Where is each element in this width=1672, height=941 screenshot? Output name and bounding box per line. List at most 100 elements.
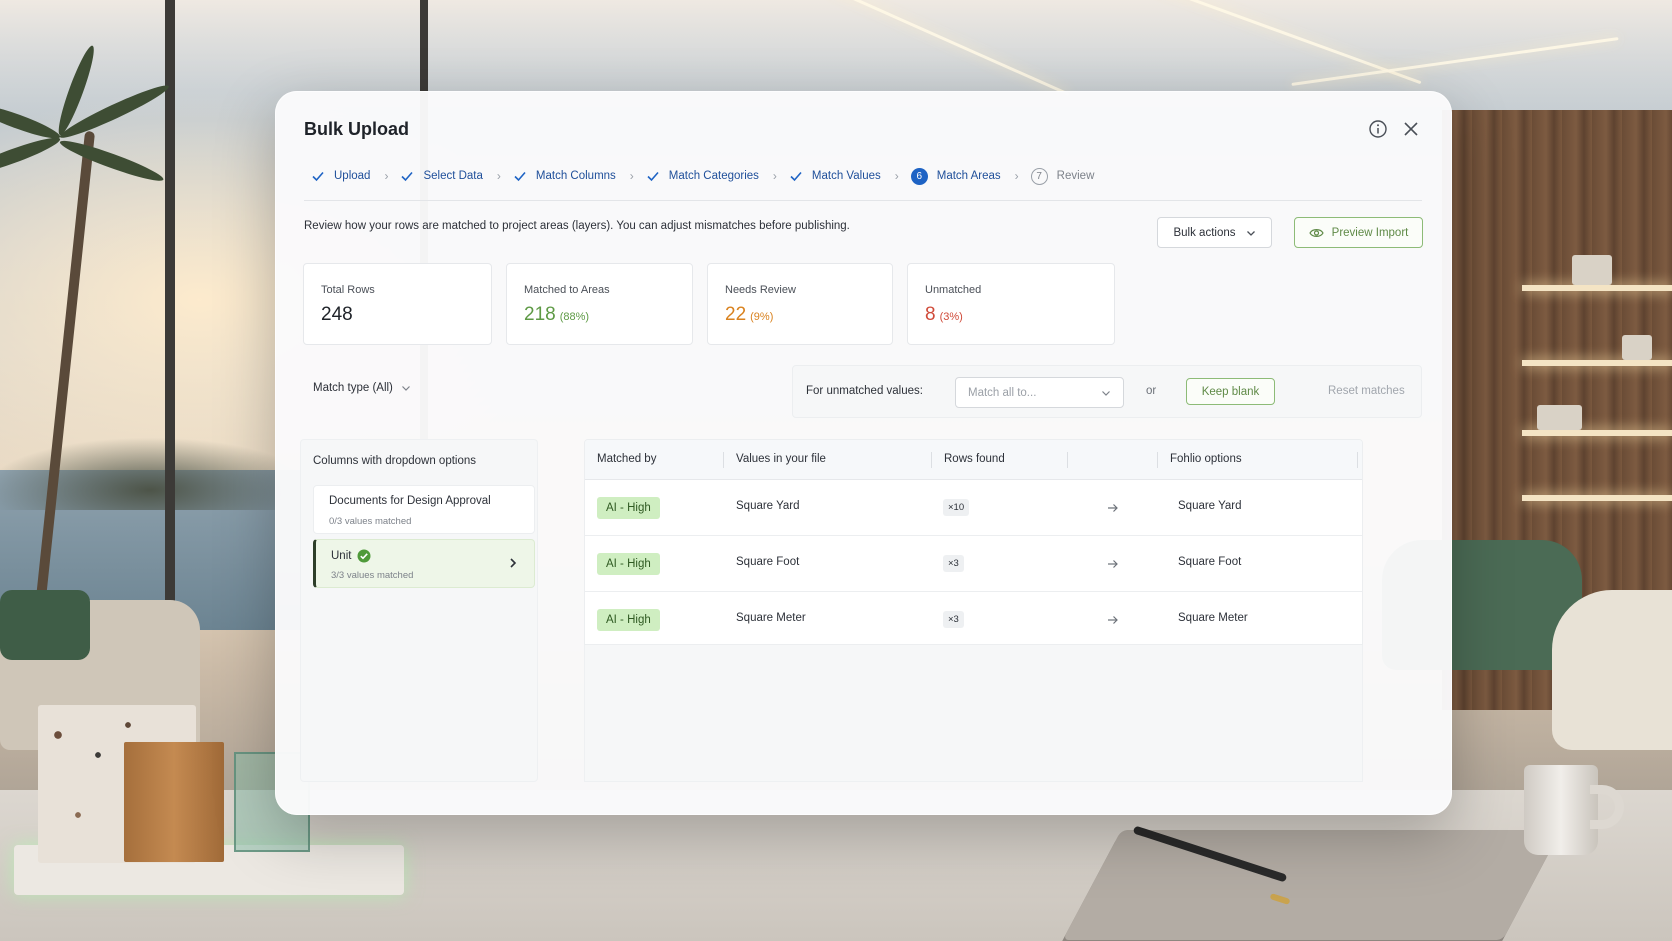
unmatched-label: For unmatched values: xyxy=(806,385,923,397)
page-description: Review how your rows are matched to proj… xyxy=(304,220,850,232)
chevron-right-icon: › xyxy=(772,169,777,183)
match-all-select[interactable]: Match all to... xyxy=(955,377,1124,408)
match-confidence-badge: AI - High xyxy=(597,609,660,631)
match-confidence-badge: AI - High xyxy=(597,497,660,519)
table-header: Matched by Values in your file Rows foun… xyxy=(585,440,1362,480)
column-item-documents[interactable]: Documents for Design Approval 0/3 values… xyxy=(313,485,535,534)
chevron-down-icon xyxy=(401,386,410,391)
divider xyxy=(304,200,1422,201)
stat-label: Matched to Areas xyxy=(524,284,610,296)
chevron-right-icon: › xyxy=(894,169,899,183)
header-matched-by: Matched by xyxy=(597,453,657,465)
step-review[interactable]: 7 Review xyxy=(1030,167,1095,185)
bulk-actions-button[interactable]: Bulk actions xyxy=(1157,217,1272,248)
row-count: ×3 xyxy=(943,611,964,628)
check-icon xyxy=(312,171,324,182)
table-row[interactable]: AI - High Square Foot ×3 Square Foot xyxy=(585,536,1362,592)
match-type-dropdown[interactable]: Match type (All) xyxy=(313,382,411,394)
header-options: Fohlio options xyxy=(1170,453,1242,465)
check-icon xyxy=(647,171,659,182)
stat-percent: (3%) xyxy=(939,311,963,323)
step-match-values[interactable]: Match Values xyxy=(789,169,881,183)
table-row[interactable]: AI - High Square Yard ×10 Square Yard xyxy=(585,480,1362,536)
step-match-categories[interactable]: Match Categories xyxy=(646,169,759,183)
stat-card-needs-review: Needs Review 22 (9%) xyxy=(707,263,893,345)
check-circle-icon xyxy=(357,549,371,563)
step-upload[interactable]: Upload xyxy=(311,169,370,183)
header-separator xyxy=(1067,452,1068,468)
step-label: Match Columns xyxy=(535,170,616,182)
column-match-status: 3/3 values matched xyxy=(331,570,414,581)
check-icon xyxy=(401,171,414,182)
eye-icon xyxy=(1308,228,1324,237)
chevron-down-icon xyxy=(1246,230,1255,236)
step-number: 7 xyxy=(1030,167,1048,185)
reset-matches-link[interactable]: Reset matches xyxy=(1328,385,1405,397)
step-label: Select Data xyxy=(423,170,483,182)
fohlio-option-select[interactable]: Square Meter xyxy=(1178,612,1248,624)
header-separator xyxy=(723,452,724,468)
close-icon[interactable] xyxy=(1401,119,1421,139)
header-separator xyxy=(931,452,932,468)
step-number: 6 xyxy=(910,167,928,185)
step-select-data[interactable]: Select Data xyxy=(400,169,483,183)
stat-label: Total Rows xyxy=(321,284,375,296)
chevron-right-icon: › xyxy=(1014,169,1019,183)
bulk-upload-dialog: Bulk Upload Upload › Select Data › Match… xyxy=(275,91,1452,815)
info-icon[interactable] xyxy=(1368,119,1388,139)
match-all-placeholder: Match all to... xyxy=(968,386,1037,399)
table-row[interactable]: AI - High Square Meter ×3 Square Meter xyxy=(585,592,1362,644)
stat-label: Unmatched xyxy=(925,284,982,296)
stat-value: 8 (3%) xyxy=(925,304,963,326)
chevron-down-icon xyxy=(1102,390,1110,396)
row-count: ×10 xyxy=(943,499,970,516)
fohlio-option-select[interactable]: Square Yard xyxy=(1178,500,1242,512)
column-item-unit[interactable]: Unit 3/3 values matched xyxy=(313,539,535,588)
check-icon xyxy=(514,171,526,182)
header-rows-found: Rows found xyxy=(944,453,1005,465)
table-empty-area xyxy=(584,645,1363,782)
header-separator xyxy=(1357,452,1358,468)
column-match-status: 0/3 values matched xyxy=(329,516,412,527)
column-name: Documents for Design Approval xyxy=(329,495,491,507)
file-value: Square Yard xyxy=(736,500,800,512)
step-label: Review xyxy=(1056,170,1095,182)
stepper: Upload › Select Data › Match Columns › M… xyxy=(311,165,1094,187)
arrow-right-icon xyxy=(1108,504,1118,512)
fohlio-option-select[interactable]: Square Foot xyxy=(1178,556,1242,568)
stat-number: 218 xyxy=(524,304,556,325)
step-label: Match Values xyxy=(811,170,881,182)
stat-value: 218 (88%) xyxy=(524,304,589,326)
chevron-right-icon: › xyxy=(384,169,389,183)
step-match-areas[interactable]: 6 Match Areas xyxy=(910,167,1001,185)
column-name: Unit xyxy=(331,549,371,563)
stat-value: 248 xyxy=(321,304,353,326)
arrow-right-icon xyxy=(1108,560,1118,568)
bulk-actions-label: Bulk actions xyxy=(1173,226,1236,239)
stat-card-total-rows: Total Rows 248 xyxy=(303,263,492,345)
stat-number: 22 xyxy=(725,304,747,325)
stat-card-matched: Matched to Areas 218 (88%) xyxy=(506,263,693,345)
header-values: Values in your file xyxy=(736,453,826,465)
header-separator xyxy=(1157,452,1158,468)
keep-blank-button[interactable]: Keep blank xyxy=(1186,378,1275,405)
step-match-columns[interactable]: Match Columns xyxy=(513,169,616,183)
stat-number: 248 xyxy=(321,304,353,325)
match-confidence-badge: AI - High xyxy=(597,553,660,575)
row-count: ×3 xyxy=(943,555,964,572)
match-table: Matched by Values in your file Rows foun… xyxy=(584,439,1363,645)
column-name-text: Unit xyxy=(331,550,352,562)
column-name-text: Documents for Design Approval xyxy=(329,495,491,507)
preview-import-label: Preview Import xyxy=(1331,226,1409,239)
file-value: Square Foot xyxy=(736,556,800,568)
chevron-right-icon: › xyxy=(629,169,634,183)
columns-panel: Columns with dropdown options Documents … xyxy=(300,439,538,782)
stat-number: 8 xyxy=(925,304,936,325)
stat-card-unmatched: Unmatched 8 (3%) xyxy=(907,263,1115,345)
step-label: Match Areas xyxy=(936,170,1001,182)
match-type-label: Match type (All) xyxy=(313,382,393,394)
stat-value: 22 (9%) xyxy=(725,304,773,326)
stat-percent: (88%) xyxy=(559,311,590,323)
preview-import-button[interactable]: Preview Import xyxy=(1294,217,1423,248)
stat-percent: (9%) xyxy=(750,311,774,323)
